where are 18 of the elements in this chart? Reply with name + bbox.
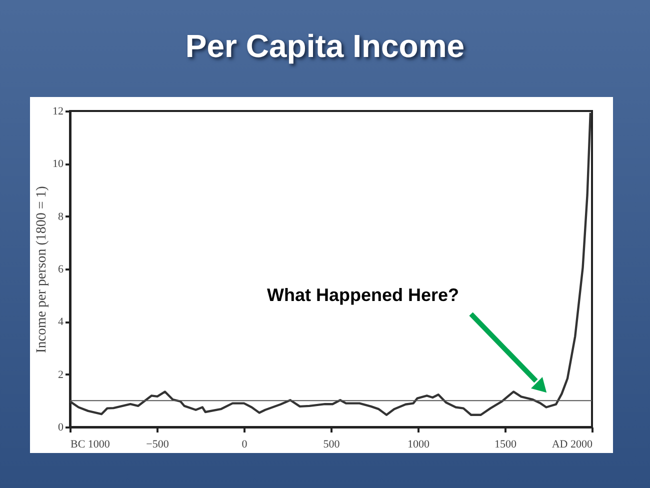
annotation: What Happened Here? bbox=[266, 285, 460, 305]
x-tick-label: AD 2000 bbox=[552, 438, 593, 450]
y-tick-label: 4 bbox=[58, 316, 64, 328]
y-tick-label: 12 bbox=[52, 106, 64, 118]
x-tick-label: −500 bbox=[146, 438, 170, 450]
y-tick-label: 2 bbox=[58, 368, 64, 381]
x-tick-label: 500 bbox=[323, 438, 340, 450]
line-series bbox=[68, 112, 592, 416]
x-tick-label: 1500 bbox=[494, 438, 517, 450]
y-tick-label: 0 bbox=[58, 422, 64, 434]
x-tick-label: 1000 bbox=[408, 438, 430, 450]
chart-title: Per Capita Income bbox=[184, 28, 466, 65]
y-axis-title: Income per person (1800 = 1) bbox=[34, 186, 50, 353]
x-tick-label: BC 1000 bbox=[70, 438, 110, 450]
x-tick-label: 0 bbox=[242, 438, 248, 450]
y-tick-label: 10 bbox=[52, 158, 64, 170]
y-tick-label: 8 bbox=[58, 210, 64, 223]
y-tick-label: 6 bbox=[58, 264, 64, 276]
